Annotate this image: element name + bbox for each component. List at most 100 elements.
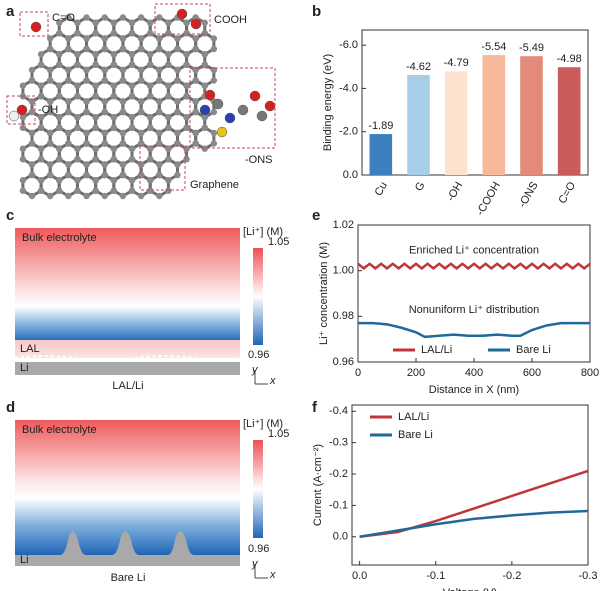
y-tick-label: -2.0 [339,126,358,138]
carbon-atom [210,108,218,116]
carbon-atom [101,35,108,42]
carbon-atom [137,161,145,168]
carbon-atom [56,30,63,37]
carbon-atom [147,82,154,89]
carbon-atom [83,98,90,105]
carbon-atom [37,156,45,163]
carbon-atom [192,35,199,42]
caption: LAL/Li [112,380,143,392]
region-label: Bulk electrolyte [22,424,97,436]
carbon-atom [37,93,45,100]
graphene-illustration [6,3,276,200]
carbon-atom [19,177,27,184]
y-axis-label: Binding energy (eV) [322,54,334,151]
carbon-atom [37,82,45,89]
atom [8,110,20,122]
axis-letter: x [269,375,276,387]
carbon-atom [128,93,136,100]
bar [407,75,430,175]
carbon-atom [174,171,181,179]
value-label: -5.54 [481,41,506,53]
carbon-atom [56,177,63,184]
region-label: Bulk electrolyte [22,232,97,244]
carbon-atom [65,77,72,84]
carbon-atom [74,82,81,89]
carbon-atom [192,98,199,105]
carbon-atom [156,14,163,21]
carbon-atom [56,145,63,152]
carbon-atom [137,45,145,53]
carbon-atom [74,187,81,194]
carbon-atom [83,35,90,42]
line [359,509,589,538]
carbon-atom [74,156,81,163]
carbon-atom [147,187,154,194]
y-tick-label: 1.00 [333,265,354,277]
carbon-atom [137,140,145,147]
carbon-atom [65,192,72,200]
legend-label: Bare Li [398,429,433,441]
carbon-atom [101,140,108,147]
carbon-atom [28,98,36,105]
bar [520,56,543,175]
carbon-atom [147,114,154,121]
carbon-atom [110,114,118,121]
carbon-atom [83,14,90,21]
carbon-atom [65,98,72,105]
carbon-atom [128,30,136,37]
carbon-atom [183,156,190,163]
carbon-atom [192,45,199,53]
carbon-atom [110,187,118,194]
carbon-atom [137,35,145,42]
carbon-atom [137,129,145,137]
carbon-atom [174,45,181,53]
carbon-atom [210,35,218,42]
bar [482,55,506,175]
carbon-atom [147,61,154,68]
carbon-atom [101,45,108,53]
carbon-atom [65,140,72,147]
region-label: Li [20,362,29,374]
carbon-atom [83,192,90,200]
x-tick-label: -COOH [474,180,503,218]
carbon-atom [147,145,154,152]
carbon-atom [119,108,127,116]
carbon-atom [147,177,154,184]
carbon-atom [192,108,199,116]
x-tick-label: C=O [556,180,578,206]
carbon-atom [83,66,90,74]
carbon-atom [83,129,90,137]
dashed-box [154,3,211,35]
carbon-atom [156,192,163,200]
colorbar-max: 1.05 [268,428,289,440]
axes-icon [254,564,268,579]
carbon-atom [101,98,108,105]
carbon-atom [119,161,127,168]
carbon-atom [201,114,208,121]
colorbar-max: 1.05 [268,236,289,248]
atom [237,104,249,116]
carbon-atom [119,77,127,84]
colorbar-min: 0.96 [248,543,269,555]
carbon-atom [174,161,181,168]
x-tick-label: -OH [445,180,466,204]
carbon-atom [201,51,208,58]
carbon-atom [46,161,54,168]
carbon-atom [183,124,190,131]
carbon-atom [37,187,45,194]
group-label: C=O [52,12,75,24]
carbon-atom [110,124,118,131]
carbon-atom [28,140,36,147]
carbon-atom [156,171,163,179]
carbon-atom [101,77,108,84]
carbon-atom [56,187,63,194]
carbon-atom [28,161,36,168]
carbon-atom [128,145,136,152]
panel-label: d [6,399,15,416]
carbon-atom [101,108,108,116]
y-tick-label: 0.0 [343,169,358,181]
y-tick-label: -0.1 [329,499,348,511]
carbon-atom [119,35,127,42]
panel-label: a [6,3,15,20]
carbon-atom [56,19,63,26]
